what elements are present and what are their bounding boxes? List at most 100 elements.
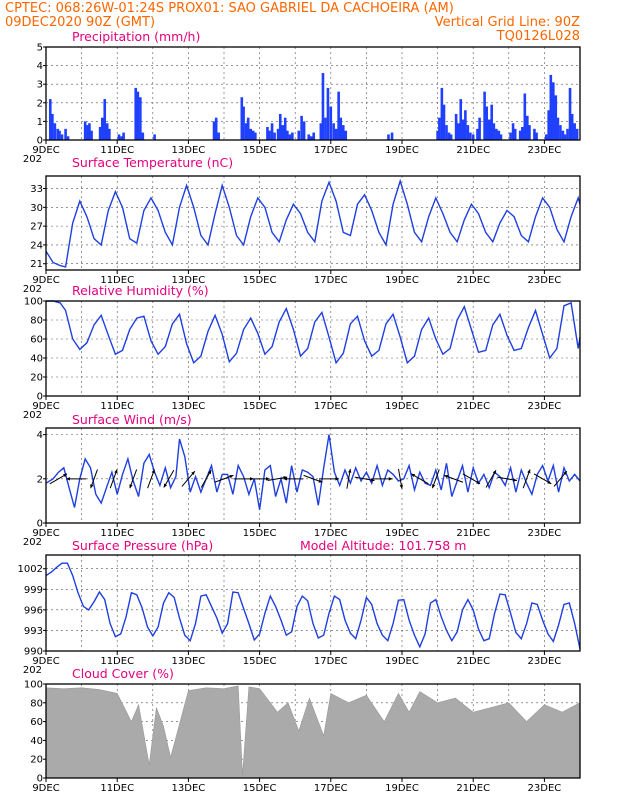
precip-bar — [60, 134, 64, 140]
precip-bar — [554, 95, 558, 140]
precip-bar — [573, 123, 576, 140]
precip-bar — [90, 130, 93, 140]
temperature-panel: Surface Temperature (nC) 21 24 27 30 33 9DEC 1… — [23, 155, 581, 295]
model-altitude-note: Model Altitude: 101.758 m — [300, 538, 466, 553]
precip-bar — [568, 87, 572, 140]
rh-year-stub: 202 — [23, 410, 42, 421]
precip-bar — [339, 117, 343, 140]
precip-bar — [497, 130, 501, 140]
precip-bar — [108, 128, 111, 140]
precip-bar — [270, 123, 274, 140]
cloud-ytick-label: 100 — [24, 680, 43, 691]
rh-xtick-label: 17DEC — [314, 401, 348, 412]
wind-arrow-head — [547, 480, 552, 484]
rh-xtick-label: 13DEC — [172, 401, 206, 412]
wind-arrow-head — [90, 484, 94, 489]
precip-bar — [288, 134, 292, 140]
wind-arrow-head — [370, 478, 375, 482]
wind-arrow-head — [399, 484, 403, 489]
rh-frame — [45, 300, 581, 397]
precip-bar — [566, 128, 569, 140]
precip-bar — [559, 125, 562, 140]
precip-bar — [487, 119, 491, 140]
rh-ytick-label: 80 — [30, 316, 43, 327]
wind-ytick-label: 2 — [37, 474, 43, 485]
press-line — [45, 562, 581, 650]
rh-ytick-label: 20 — [30, 373, 43, 384]
press-ytick-label: 990 — [24, 647, 43, 658]
precip-bar — [105, 123, 109, 140]
temperature-title: Surface Temperature (nC) — [72, 155, 233, 170]
rh-ytick-label: 60 — [30, 335, 43, 346]
wind-xtick-label: 13DEC — [172, 528, 206, 539]
precip-bar — [563, 134, 567, 140]
precip-bar — [66, 136, 70, 140]
precip-bar — [526, 115, 529, 140]
wind-xtick-label: 19DEC — [385, 528, 419, 539]
wind-arrow-head — [513, 478, 517, 482]
wind-arrow-head — [492, 470, 496, 475]
press-year-stub: 202 — [23, 665, 42, 676]
precip-bar — [242, 106, 245, 140]
precip-bar — [390, 132, 394, 140]
precip-ytick-label: 2 — [37, 98, 43, 109]
precip-bar — [53, 123, 57, 140]
precip-bar — [251, 130, 255, 140]
wind-xtick-label: 21DEC — [456, 528, 490, 539]
cloud-xtick-label: 11DEC — [100, 783, 134, 794]
press-frame — [45, 554, 581, 652]
precip-bar — [511, 123, 515, 140]
cloud-cover-title: Cloud Cover (%) — [72, 666, 174, 681]
precip-bar — [440, 87, 444, 140]
precip-bar — [254, 132, 257, 140]
precip-bar — [321, 73, 325, 140]
precip-bar — [454, 113, 458, 140]
precip-bar — [309, 136, 313, 140]
cloud-xtick-label: 19DEC — [385, 783, 419, 794]
wind-line — [45, 434, 581, 510]
precip-bar — [533, 128, 536, 140]
temp-xtick-label: 17DEC — [314, 275, 348, 286]
rh-xtick-label: 19DEC — [385, 401, 419, 412]
precip-bar — [268, 130, 271, 140]
precip-bar — [490, 104, 494, 140]
precip-bar — [100, 117, 104, 140]
wind-arrow-head — [527, 469, 531, 474]
wind-arrow-head — [229, 475, 234, 479]
press-ytick-label: 996 — [24, 605, 43, 616]
precip-bar — [442, 104, 446, 140]
cloud-ytick-label: 0 — [37, 774, 43, 785]
precip-xtick-label: 11DEC — [100, 145, 134, 156]
header-date: 09DEC2020 90Z (GMT) — [5, 15, 155, 30]
humidity-panel: Relative Humidity (%) 0 20 40 60 80 100 9DEC 11… — [23, 283, 581, 421]
temp-xtick-label: 13DEC — [172, 275, 206, 286]
precip-bar — [387, 134, 390, 140]
press-xtick-label: 13DEC — [172, 656, 206, 667]
temp-xtick-label: 11DEC — [100, 275, 134, 286]
wind-arrow-head — [335, 477, 339, 481]
precip-bar — [499, 134, 503, 140]
rh-xtick-label: 11DEC — [100, 401, 134, 412]
precip-ytick-label: 4 — [37, 61, 43, 72]
cloud-xtick-label: 23DEC — [528, 783, 562, 794]
cloud-ytick-label: 60 — [30, 717, 43, 728]
precip-bar — [466, 125, 470, 140]
precip-bar — [246, 117, 250, 140]
precip-bar — [240, 97, 244, 140]
precip-bar — [332, 123, 335, 140]
precip-year-stub: 202 — [23, 154, 42, 165]
precip-bar — [471, 134, 475, 140]
precip-xtick-label: 21DEC — [456, 145, 490, 156]
rh-ytick-label: 40 — [30, 354, 43, 365]
precip-bar — [48, 99, 52, 140]
precip-bar — [324, 117, 327, 140]
wind-ytick-label: 0 — [37, 519, 43, 530]
precip-bar — [302, 121, 306, 140]
precip-bar — [445, 125, 448, 140]
cloud-cover-panel: Cloud Cover (%) 0 20 40 60 80 100 9DEC 11DEC 13D… — [24, 666, 581, 794]
precip-bar — [528, 125, 531, 140]
precip-bar — [51, 113, 54, 140]
cloud-frame — [45, 683, 581, 779]
precip-xtick-label: 23DEC — [528, 145, 562, 156]
